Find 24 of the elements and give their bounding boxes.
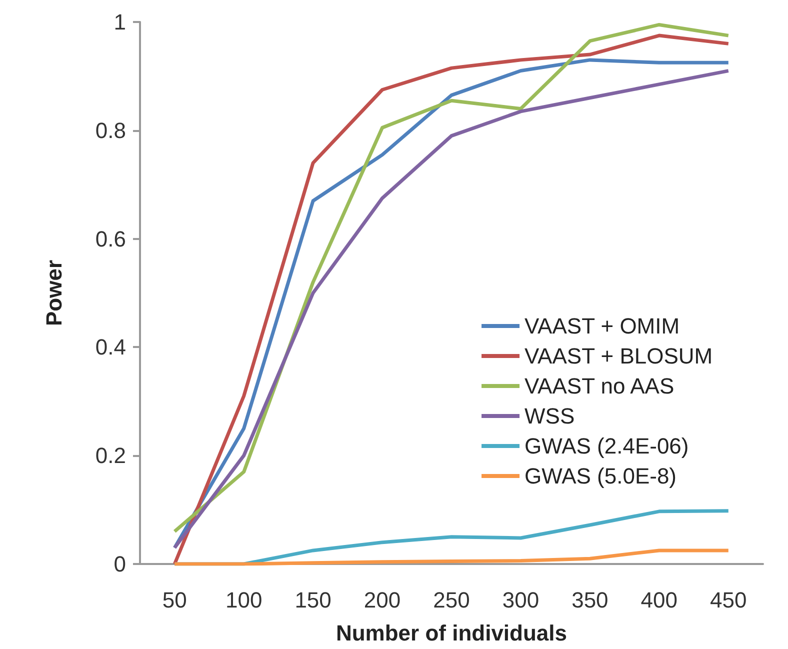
x-tick-label: 450 [710, 588, 747, 612]
line-series [172, 548, 730, 566]
y-tick-label: 0.6 [95, 226, 126, 252]
x-tick-label: 50 [162, 588, 187, 612]
x-tick-label: 400 [640, 588, 678, 612]
legend-label: GWAS (2.4E-06) [524, 434, 689, 458]
legend-label: WSS [524, 404, 575, 428]
x-tick-label: 250 [433, 588, 470, 612]
x-tick-label: 350 [572, 588, 608, 612]
y-tick-label: 0.2 [95, 443, 126, 468]
y-tick-label: 0 [114, 552, 126, 576]
x-tick-label: 200 [364, 588, 401, 612]
y-tick-label: 0.4 [95, 334, 126, 360]
y-tick-label: 1 [114, 10, 126, 34]
y-axis-title: Power [42, 260, 66, 326]
legend-label: VAAST + BLOSUM [524, 344, 713, 368]
legend-label: VAAST no AAS [524, 374, 674, 398]
legend-label: VAAST + OMIM [524, 314, 680, 338]
legend-label: GWAS (5.0E-8) [524, 464, 677, 488]
x-axis-title: Number of individuals [336, 620, 568, 646]
x-tick-label: 300 [502, 588, 540, 612]
x-tick-label: 100 [225, 588, 262, 612]
y-tick-label: 0.8 [95, 118, 126, 143]
x-tick-label: 150 [294, 588, 332, 612]
